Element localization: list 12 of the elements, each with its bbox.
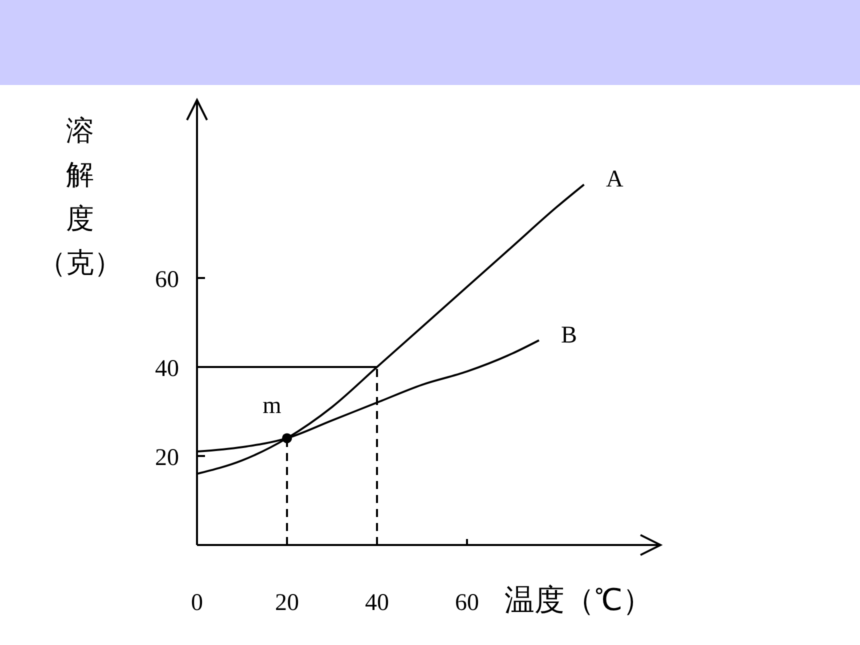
y-tick-label: 60 — [155, 267, 179, 293]
y-axis-title: 溶解度（克） — [38, 116, 122, 279]
series-label: A — [606, 166, 624, 193]
x-tick-label: 40 — [365, 590, 389, 616]
y-tick-label: 20 — [155, 445, 179, 471]
series-label: B — [561, 322, 578, 348]
x-tick-label: 0 — [191, 590, 203, 616]
x-tick-label: 60 — [455, 590, 479, 616]
y-tick-label: 40 — [155, 356, 179, 382]
x-tick-label: 20 — [275, 590, 299, 616]
x-axis-title: 温度（℃） — [504, 584, 652, 617]
annotation: m — [262, 393, 282, 420]
